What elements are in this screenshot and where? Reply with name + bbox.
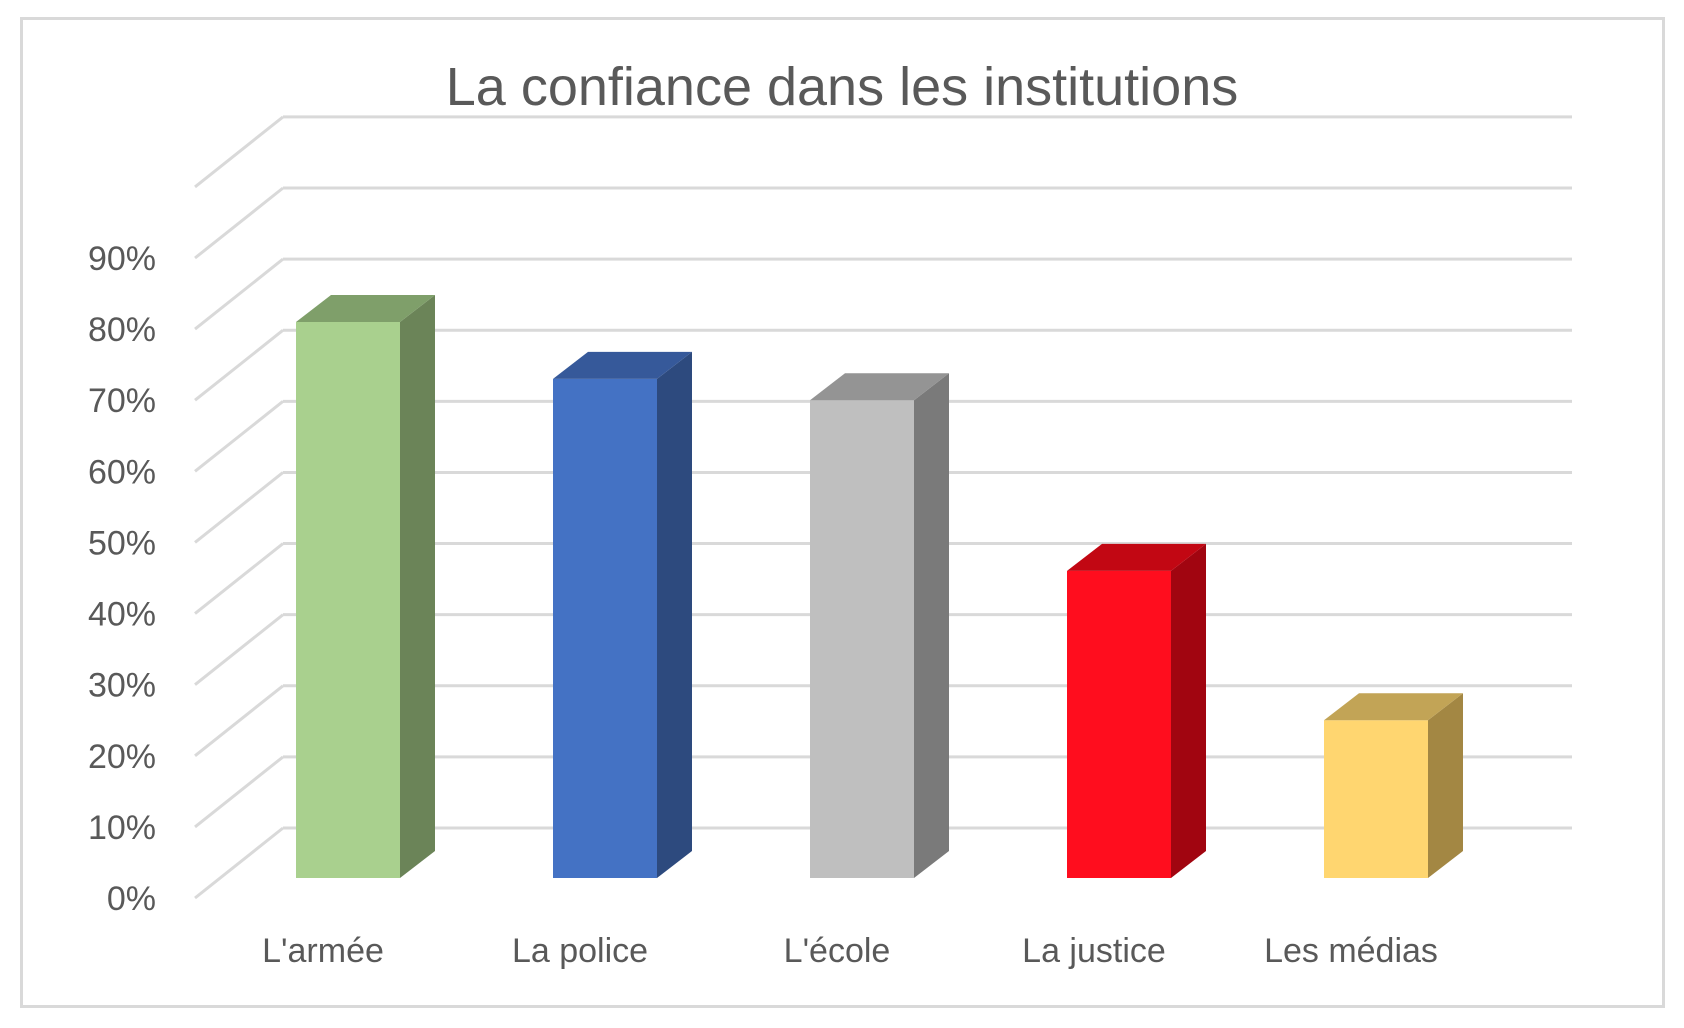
y-tick-label: 30%	[88, 667, 156, 705]
bars	[296, 295, 1463, 878]
chart-title: La confiance dans les institutions	[446, 57, 1239, 117]
x-category-label: La police	[512, 932, 648, 970]
gridline	[194, 186, 1572, 260]
y-tick-label: 40%	[88, 596, 156, 634]
y-tick-label: 70%	[88, 382, 156, 420]
y-tick-label: 80%	[88, 311, 156, 349]
bar	[296, 295, 435, 878]
y-tick-label: 0%	[107, 880, 156, 918]
bar	[1324, 693, 1463, 878]
bar	[1067, 543, 1206, 878]
y-tick-label: 90%	[88, 240, 156, 278]
y-tick-label: 60%	[88, 453, 156, 491]
gridline	[194, 257, 1572, 331]
x-axis-categories: L'armée La police L'école La justice Les méd…	[262, 932, 1438, 970]
y-tick-label: 50%	[88, 524, 156, 562]
x-category-label: L'armée	[262, 932, 384, 970]
y-tick-label: 10%	[88, 809, 156, 847]
gridline	[194, 328, 1572, 402]
bar	[553, 351, 692, 878]
gridline	[194, 115, 1572, 189]
y-tick-label: 20%	[88, 738, 156, 776]
x-category-label: Les médias	[1264, 932, 1438, 970]
x-category-label: L'école	[784, 932, 891, 970]
x-category-label: La justice	[1022, 932, 1166, 970]
y-axis-ticks: 0% 10% 20% 30% 40% 50% 60% 70% 80% 90%	[88, 240, 156, 918]
bar	[810, 373, 949, 878]
